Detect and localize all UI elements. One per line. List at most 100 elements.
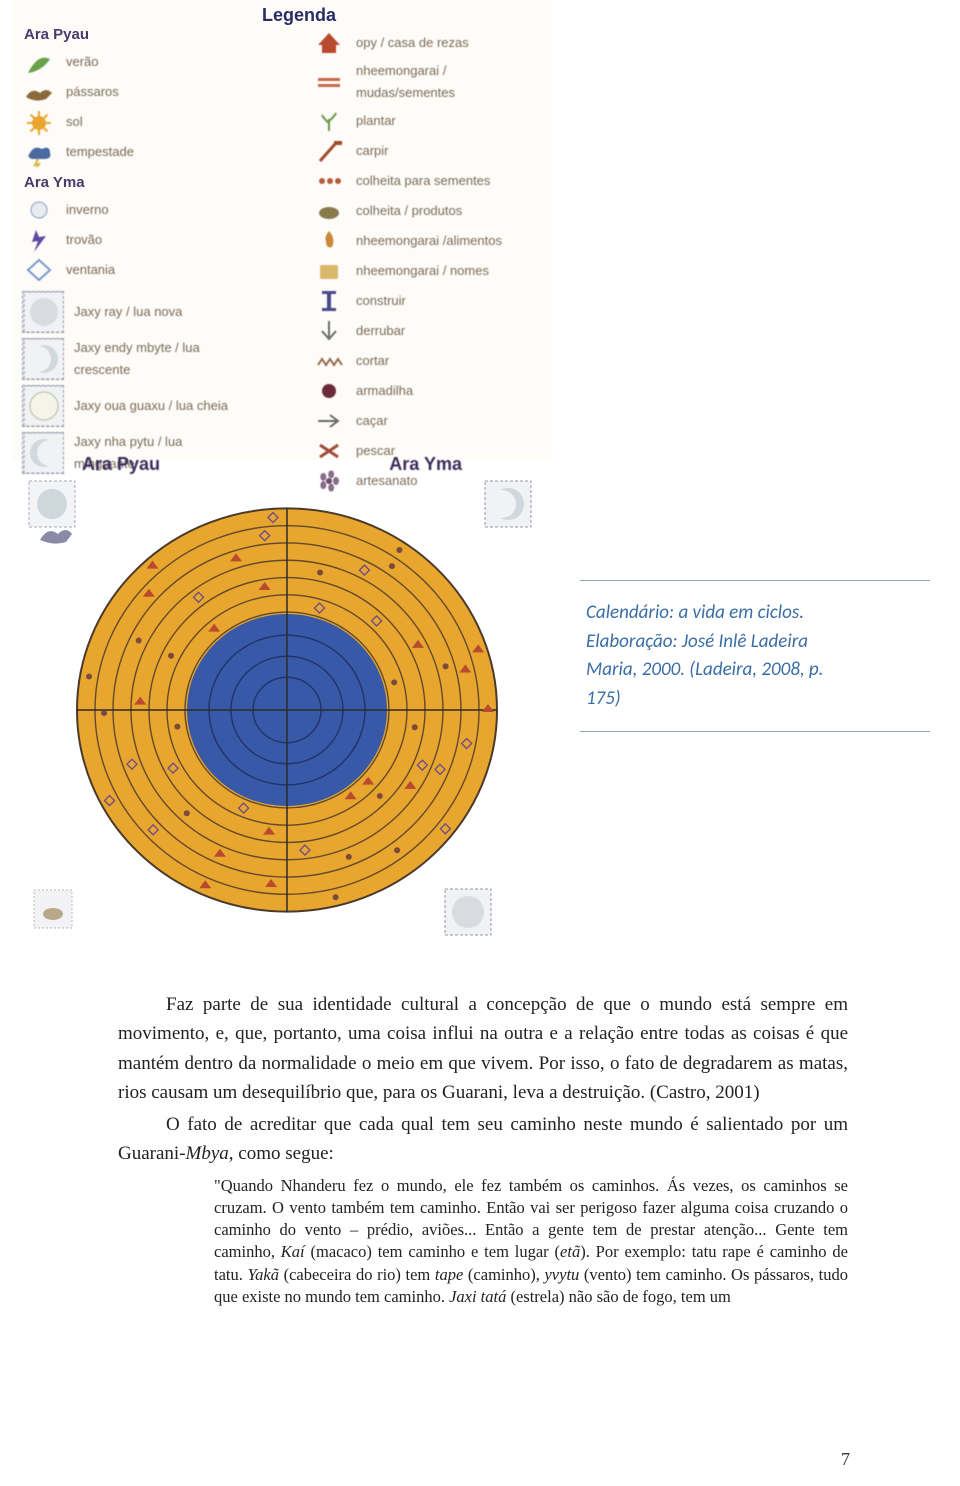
italic-span: Jaxi tatá xyxy=(449,1287,506,1306)
legend-label: carpir xyxy=(356,140,389,162)
legend-right-column: opy / casa de rezas nheemongarai / mudas/… xyxy=(312,30,542,498)
legend-icon xyxy=(312,288,346,314)
legend-row: tempestade xyxy=(22,140,292,166)
italic-span: yvytu xyxy=(544,1265,579,1284)
legend-row: caçar xyxy=(312,408,542,434)
moon-label: Jaxy ray / lua nova xyxy=(74,301,182,323)
legend-row: nheemongarai / mudas/sementes xyxy=(312,60,542,104)
legend-label: armadilha xyxy=(356,380,413,402)
legend-icon xyxy=(312,228,346,254)
italic-span: Mbya xyxy=(186,1143,229,1164)
legend-block: Legenda Ara Pyau verãopássarossoltempest… xyxy=(12,0,552,460)
legend-row: cortar xyxy=(312,348,542,374)
legend-icon xyxy=(312,69,346,95)
legend-row: pássaros xyxy=(22,80,292,106)
legend-icon xyxy=(22,80,56,106)
moon-legend-row: Jaxy ray / lua nova xyxy=(22,291,292,333)
legend-label: colheita / produtos xyxy=(356,200,462,222)
text-span: , como segue: xyxy=(229,1143,334,1164)
legend-icon xyxy=(312,408,346,434)
legend-row: opy / casa de rezas xyxy=(312,30,542,56)
legend-row: sol xyxy=(22,110,292,136)
block-quote: "Quando Nhanderu fez o mundo, ele fez ta… xyxy=(214,1175,848,1309)
legend-row: ventania xyxy=(22,257,292,283)
italic-span: etã xyxy=(560,1242,580,1261)
corner-moon-icon xyxy=(484,480,532,528)
caption-line: Elaboração: José Inlê Ladeira xyxy=(586,628,924,657)
legend-icon xyxy=(22,197,56,223)
legend-label: sol xyxy=(66,111,83,133)
moon-label: Jaxy endy mbyte / lua crescente xyxy=(74,337,244,381)
legend-label: trovão xyxy=(66,229,102,251)
legend-label: inverno xyxy=(66,199,109,221)
body-text: Faz parte de sua identidade cultural a c… xyxy=(118,990,848,1310)
season-heading-1: Ara Pyau xyxy=(24,22,292,48)
italic-span: Kaí xyxy=(281,1242,305,1261)
legend-label: caçar xyxy=(356,410,388,432)
legend-icon xyxy=(22,257,56,283)
legend-icon xyxy=(312,30,346,56)
legend-row: colheita / produtos xyxy=(312,198,542,224)
calendar-wheel: Ara Pyau Ara Yma xyxy=(52,460,522,930)
legend-row: construir xyxy=(312,288,542,314)
legend-label: cortar xyxy=(356,350,389,372)
legend-row: armadilha xyxy=(312,378,542,404)
legend-row: inverno xyxy=(22,197,292,223)
legend-icon xyxy=(22,227,56,253)
wheel-label-right: Ara Yma xyxy=(389,454,462,475)
legend-row: derrubar xyxy=(312,318,542,344)
legend-label: ventania xyxy=(66,259,115,281)
legend-label: nheemongarai / mudas/sementes xyxy=(356,60,542,104)
legend-label: opy / casa de rezas xyxy=(356,32,469,54)
moon-phase-icon xyxy=(22,338,64,380)
moon-label: Jaxy oua guaxu / lua cheia xyxy=(74,395,228,417)
caption-line: Maria, 2000. (Ladeira, 2008, p. xyxy=(586,656,924,685)
moon-phase-icon xyxy=(22,291,64,333)
legend-row: colheita para sementes xyxy=(312,168,542,194)
moon-legend-row: Jaxy endy mbyte / lua crescente xyxy=(22,337,292,381)
paragraph-2: O fato de acreditar que cada qual tem se… xyxy=(118,1110,848,1169)
legend-icon xyxy=(312,198,346,224)
legend-left-column: Ara Pyau verão pássaros sol tempestade Ara … xyxy=(22,20,292,479)
corner-moon-icon-2 xyxy=(444,888,492,936)
corner-bird-icon xyxy=(36,520,84,568)
legend-row: trovão xyxy=(22,227,292,253)
season-heading-2: Ara Yma xyxy=(24,170,292,196)
quote-span: (estrela) não são de fogo, tem um xyxy=(506,1287,731,1306)
legend-icon xyxy=(312,348,346,374)
quote-span: (caminho), xyxy=(463,1265,544,1284)
legend-label: nheemongarai /alimentos xyxy=(356,230,502,252)
figure-area: Legenda Ara Pyau verãopássarossoltempest… xyxy=(12,0,552,950)
legend-icon xyxy=(312,258,346,284)
legend-label: verão xyxy=(66,51,99,73)
legend-icon xyxy=(312,378,346,404)
legend-label: tempestade xyxy=(66,141,134,163)
legend-label: pássaros xyxy=(66,81,119,103)
legend-row: nheemongarai /alimentos xyxy=(312,228,542,254)
legend-row: nheemongarai / nomes xyxy=(312,258,542,284)
wheel-svg xyxy=(52,460,522,930)
quote-span: (macaco) tem caminho e tem lugar ( xyxy=(305,1242,560,1261)
legend-row: verão xyxy=(22,50,292,76)
moon-legend-row: Jaxy oua guaxu / lua cheia xyxy=(22,385,292,427)
legend-label: derrubar xyxy=(356,320,405,342)
figure-caption: Calendário: a vida em ciclos. Elaboração… xyxy=(580,580,930,732)
page-number: 7 xyxy=(841,1449,850,1470)
legend-icon xyxy=(22,140,56,166)
legend-icon xyxy=(22,110,56,136)
italic-span: tape xyxy=(435,1265,463,1284)
legend-label: construir xyxy=(356,290,406,312)
corner-pot-icon xyxy=(32,888,80,936)
legend-row: carpir xyxy=(312,138,542,164)
italic-span: Yakã xyxy=(247,1265,279,1284)
moon-phase-icon xyxy=(22,385,64,427)
caption-line: Calendário: a vida em ciclos. xyxy=(586,599,924,628)
legend-icon xyxy=(312,318,346,344)
paragraph-1: Faz parte de sua identidade cultural a c… xyxy=(118,990,848,1108)
quote-span: (cabeceira do rio) tem xyxy=(279,1265,435,1284)
legend-icon xyxy=(312,138,346,164)
legend-icon xyxy=(312,108,346,134)
legend-label: nheemongarai / nomes xyxy=(356,260,489,282)
legend-icon xyxy=(312,168,346,194)
legend-label: plantar xyxy=(356,110,396,132)
